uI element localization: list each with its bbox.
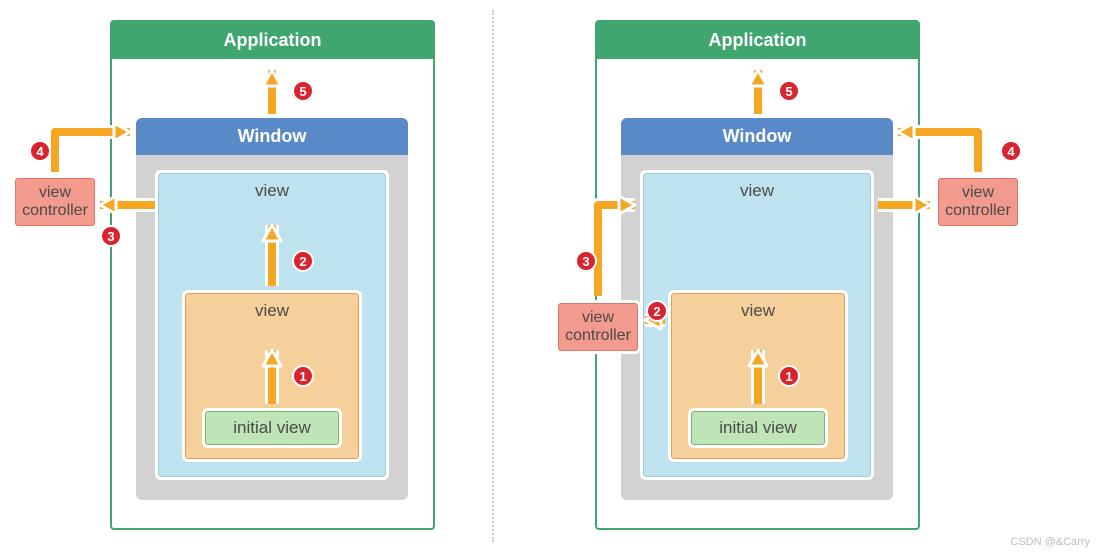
watermark: CSDN @&Carry [1010, 536, 1090, 548]
step-badge-5: 5 [292, 80, 314, 102]
step-badge-5: 5 [778, 80, 800, 102]
step-badge-4: 4 [29, 140, 51, 162]
panel-divider [492, 10, 494, 542]
view-controller-box-a: viewcontroller [555, 300, 641, 354]
window-title: Window [621, 118, 893, 155]
view-outer-label: view [643, 173, 871, 201]
step-badge-2: 2 [646, 300, 668, 322]
view-inner-label: view [671, 293, 845, 321]
initial-view-box: initial view [688, 408, 828, 448]
step-badge-4: 4 [1000, 140, 1022, 162]
initial-view-box: initial view [202, 408, 342, 448]
initial-view-label: initial view [233, 418, 310, 438]
step-badge-2: 2 [292, 250, 314, 272]
step-badge-3: 3 [575, 250, 597, 272]
view-controller-label: viewcontroller [945, 184, 1011, 221]
view-controller-label: viewcontroller [22, 184, 88, 221]
diagram-canvas: Application Window view view initial vie… [0, 0, 1096, 552]
window-title: Window [136, 118, 408, 155]
application-title: Application [112, 22, 433, 59]
initial-view-label: initial view [719, 418, 796, 438]
step-badge-1: 1 [778, 365, 800, 387]
view-controller-box: viewcontroller [12, 175, 98, 229]
application-title: Application [597, 22, 918, 59]
step-badge-1: 1 [292, 365, 314, 387]
view-controller-label: viewcontroller [565, 309, 631, 346]
view-outer-label: view [158, 173, 386, 201]
step-badge-3: 3 [100, 225, 122, 247]
view-controller-box-b: viewcontroller [935, 175, 1021, 229]
view-inner-label: view [185, 293, 359, 321]
